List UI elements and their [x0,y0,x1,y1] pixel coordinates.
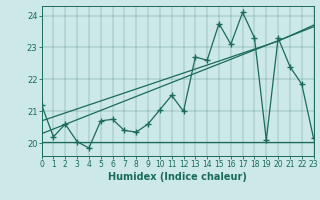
X-axis label: Humidex (Indice chaleur): Humidex (Indice chaleur) [108,172,247,182]
